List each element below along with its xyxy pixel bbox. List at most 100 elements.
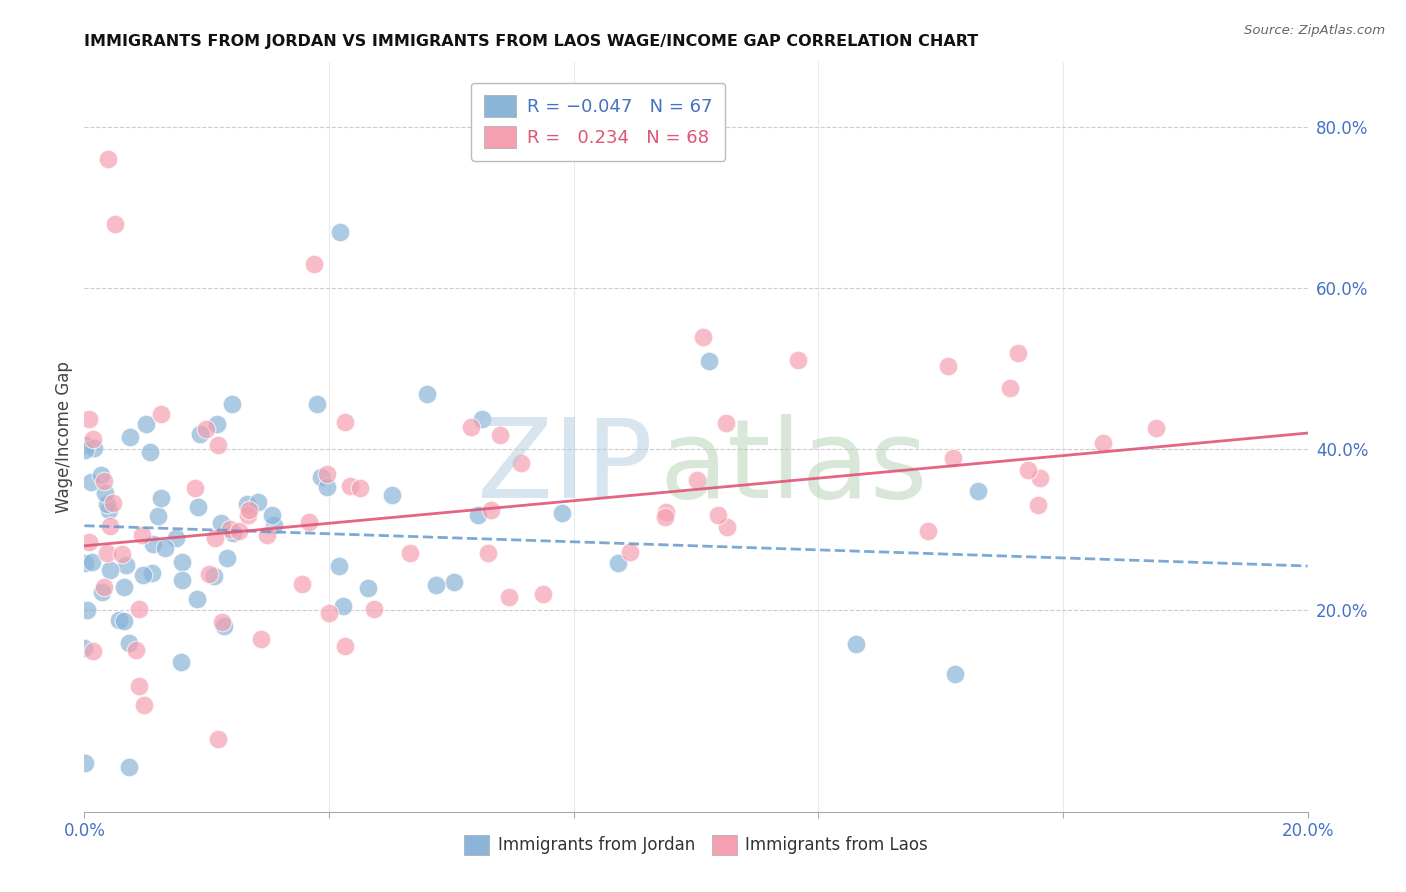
Point: [94, 486, 117, 500]
Point: [96, 497, 118, 511]
Point: [298, 515, 321, 529]
Point: [135, 417, 157, 431]
Point: [318, 606, 340, 620]
Point: [936, 359, 959, 373]
Point: [107, 613, 129, 627]
Point: [90, 467, 112, 482]
Point: [1144, 420, 1167, 434]
Point: [128, 601, 150, 615]
Point: [250, 632, 273, 647]
Point: [207, 732, 229, 747]
Point: [153, 541, 176, 556]
Point: [654, 505, 676, 519]
Point: [238, 503, 260, 517]
Point: [211, 615, 233, 629]
Point: [531, 587, 554, 601]
Text: Source: ZipAtlas.com: Source: ZipAtlas.com: [1244, 24, 1385, 37]
Point: [619, 545, 641, 559]
Point: [329, 225, 352, 239]
Point: [236, 508, 259, 523]
Point: [149, 407, 172, 421]
Point: [363, 602, 385, 616]
Point: [707, 508, 730, 523]
Point: [221, 397, 243, 411]
Point: [302, 257, 325, 271]
Point: [91, 585, 114, 599]
Point: [197, 566, 219, 581]
Point: [73, 556, 96, 570]
Point: [73, 443, 96, 458]
Point: [98, 562, 121, 576]
Point: [479, 503, 502, 517]
Point: [1007, 345, 1029, 359]
Point: [169, 655, 191, 669]
Point: [467, 508, 489, 522]
Point: [685, 473, 707, 487]
Point: [172, 555, 194, 569]
Point: [316, 480, 339, 494]
Point: [212, 619, 235, 633]
Point: [83, 442, 105, 456]
Point: [205, 417, 228, 432]
Point: [73, 641, 96, 656]
Point: [235, 498, 257, 512]
Point: [716, 417, 738, 431]
Point: [209, 516, 232, 530]
Point: [443, 575, 465, 590]
Point: [125, 643, 148, 657]
Point: [228, 524, 250, 539]
Point: [262, 508, 284, 522]
Text: IMMIGRANTS FROM JORDAN VS IMMIGRANTS FROM LAOS WAGE/INCOME GAP CORRELATION CHART: IMMIGRANTS FROM JORDAN VS IMMIGRANTS FRO…: [84, 34, 979, 49]
Point: [202, 569, 225, 583]
Point: [1028, 471, 1050, 485]
Point: [607, 556, 630, 570]
Point: [222, 526, 245, 541]
Point: [471, 411, 494, 425]
Point: [165, 532, 187, 546]
Point: [291, 576, 314, 591]
Point: [184, 481, 207, 495]
Point: [699, 354, 721, 368]
Point: [97, 152, 120, 166]
Point: [349, 481, 371, 495]
Point: [943, 666, 966, 681]
Point: [692, 330, 714, 344]
Y-axis label: Wage/Income Gap: Wage/Income Gap: [55, 361, 73, 513]
Point: [716, 520, 738, 534]
Point: [654, 510, 676, 524]
Point: [328, 558, 350, 573]
Point: [73, 756, 96, 771]
Point: [114, 558, 136, 572]
Point: [998, 381, 1021, 395]
Point: [339, 479, 361, 493]
Point: [219, 522, 242, 536]
Point: [82, 432, 104, 446]
Point: [215, 550, 238, 565]
Point: [131, 528, 153, 542]
Point: [77, 412, 100, 426]
Point: [399, 546, 422, 560]
Point: [1026, 498, 1049, 512]
Point: [96, 546, 118, 560]
Point: [97, 503, 120, 517]
Point: [416, 387, 439, 401]
Point: [118, 760, 141, 774]
Point: [93, 581, 115, 595]
Point: [425, 577, 447, 591]
Point: [146, 508, 169, 523]
Point: [93, 475, 115, 489]
Point: [550, 506, 572, 520]
Point: [1017, 463, 1039, 477]
Point: [477, 545, 499, 559]
Point: [787, 353, 810, 368]
Point: [103, 496, 125, 510]
Point: [149, 491, 172, 506]
Point: [142, 537, 165, 551]
Point: [509, 456, 531, 470]
Point: [172, 573, 194, 587]
Point: [256, 528, 278, 542]
Point: [186, 591, 208, 606]
Point: [80, 475, 103, 490]
Point: [118, 635, 141, 649]
Point: [498, 590, 520, 604]
